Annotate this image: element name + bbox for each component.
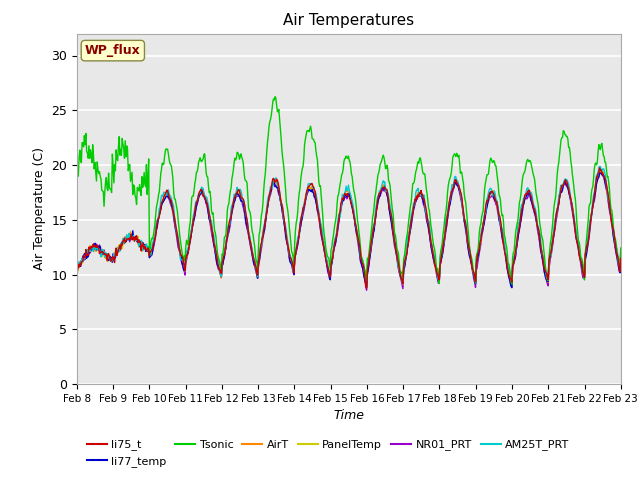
NR01_PRT	[416, 192, 424, 198]
AM25T_PRT	[617, 252, 625, 257]
NR01_PRT	[597, 169, 605, 175]
li77_temp	[508, 285, 516, 290]
Y-axis label: Air Temperature (C): Air Temperature (C)	[33, 147, 45, 270]
AM25T_PRT	[399, 279, 407, 285]
li77_temp	[73, 266, 81, 272]
AirT	[431, 262, 439, 267]
AM25T_PRT	[416, 193, 424, 199]
PanelTemp	[139, 244, 147, 250]
AM25T_PRT	[223, 234, 230, 240]
li75_t	[596, 165, 604, 171]
PanelTemp	[363, 285, 371, 290]
AM25T_PRT	[73, 267, 81, 273]
Tsonic	[194, 166, 202, 171]
AM25T_PRT	[596, 164, 604, 169]
Tsonic	[508, 281, 516, 287]
Line: AirT: AirT	[77, 170, 621, 286]
Tsonic	[223, 221, 230, 227]
li75_t	[431, 264, 439, 269]
Line: Tsonic: Tsonic	[77, 96, 621, 284]
PanelTemp	[617, 254, 625, 260]
AirT	[597, 168, 605, 173]
li75_t	[416, 190, 424, 196]
NR01_PRT	[83, 253, 90, 259]
Title: Air Temperatures: Air Temperatures	[284, 13, 414, 28]
NR01_PRT	[139, 241, 147, 247]
PanelTemp	[416, 190, 424, 195]
AirT	[139, 244, 147, 250]
li75_t	[223, 237, 230, 242]
NR01_PRT	[363, 288, 371, 293]
AM25T_PRT	[83, 250, 90, 256]
AirT	[83, 251, 90, 256]
Line: PanelTemp: PanelTemp	[77, 171, 621, 288]
Tsonic	[617, 245, 625, 251]
AirT	[617, 254, 625, 260]
li75_t	[73, 268, 81, 274]
PanelTemp	[194, 196, 202, 202]
li77_temp	[139, 240, 147, 245]
PanelTemp	[73, 264, 81, 270]
AirT	[73, 265, 81, 271]
Tsonic	[139, 184, 147, 190]
li77_temp	[415, 192, 422, 197]
AirT	[416, 190, 424, 196]
Legend: li75_t, li77_temp, Tsonic, AirT, PanelTemp, NR01_PRT, AM25T_PRT: li75_t, li77_temp, Tsonic, AirT, PanelTe…	[83, 435, 574, 471]
AM25T_PRT	[194, 195, 202, 201]
Line: NR01_PRT: NR01_PRT	[77, 172, 621, 290]
X-axis label: Time: Time	[333, 409, 364, 422]
li75_t	[139, 243, 147, 249]
NR01_PRT	[73, 266, 81, 272]
Line: li77_temp: li77_temp	[77, 173, 621, 288]
Tsonic	[431, 252, 439, 258]
NR01_PRT	[431, 265, 439, 271]
PanelTemp	[597, 168, 605, 174]
PanelTemp	[83, 250, 90, 255]
Line: AM25T_PRT: AM25T_PRT	[77, 167, 621, 282]
Line: li75_t: li75_t	[77, 168, 621, 288]
NR01_PRT	[223, 239, 230, 244]
li75_t	[617, 255, 625, 261]
li77_temp	[83, 255, 90, 261]
PanelTemp	[431, 265, 439, 271]
li77_temp	[617, 257, 625, 263]
Tsonic	[73, 170, 81, 176]
li77_temp	[431, 261, 438, 266]
AM25T_PRT	[139, 247, 147, 253]
Tsonic	[271, 94, 279, 99]
NR01_PRT	[194, 199, 202, 205]
AirT	[194, 195, 202, 201]
li75_t	[363, 285, 371, 291]
li77_temp	[223, 238, 230, 243]
AirT	[363, 283, 371, 288]
li77_temp	[596, 170, 604, 176]
li75_t	[194, 196, 202, 202]
li77_temp	[194, 197, 202, 203]
AM25T_PRT	[431, 260, 439, 266]
Tsonic	[416, 156, 424, 162]
Text: WP_flux: WP_flux	[85, 44, 141, 57]
Tsonic	[83, 149, 90, 155]
li75_t	[83, 253, 90, 259]
PanelTemp	[223, 237, 230, 243]
AirT	[223, 237, 230, 243]
NR01_PRT	[617, 256, 625, 262]
